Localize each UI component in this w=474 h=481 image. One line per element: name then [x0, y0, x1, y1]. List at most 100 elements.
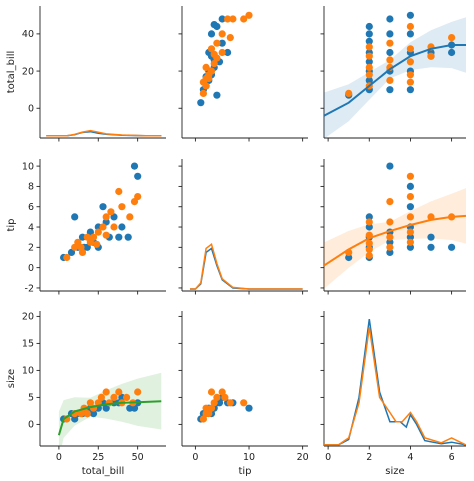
scatter-point-blue — [124, 233, 132, 241]
scatter-point-orange — [386, 39, 394, 47]
x-tick-label: 6 — [449, 452, 455, 463]
scatter-point-orange — [406, 193, 414, 201]
scatter-point-blue — [386, 48, 394, 57]
scatter-point-orange — [118, 203, 126, 211]
scatter-point-blue — [386, 15, 394, 23]
panel-size-vs-tip: 0 10 20 — [178, 311, 309, 463]
scatter-point-blue — [89, 410, 98, 418]
scatter-point-orange — [406, 238, 414, 246]
scatter-point-orange — [406, 22, 414, 31]
scatter-point-orange — [386, 218, 394, 226]
kde-line-orange — [324, 327, 466, 446]
y-tick-label: 2 — [28, 243, 34, 254]
scatter-point-blue — [365, 37, 373, 45]
y-tick-label: 40 — [22, 29, 34, 40]
scatter-point-orange — [386, 233, 394, 241]
scatter-point-blue — [218, 15, 226, 23]
scatter-point-orange — [406, 71, 414, 79]
scatter-point-blue — [365, 76, 373, 84]
scatter-point-orange — [365, 218, 373, 226]
scatter-point-orange — [110, 223, 118, 231]
scatter-point-orange — [406, 45, 414, 53]
scatter-point-orange — [102, 231, 110, 239]
y-tick-label: 20 — [22, 312, 34, 323]
scatter-point-blue — [406, 233, 414, 241]
scatter-point-blue — [406, 203, 414, 211]
scatter-point-orange — [89, 233, 98, 241]
scatter-point-blue — [115, 233, 123, 241]
scatter-point-orange — [202, 63, 210, 71]
scatter-point-blue — [365, 213, 373, 221]
x-tick-label: 0 — [56, 452, 62, 463]
scatter-point-blue — [345, 253, 353, 262]
scatter-point-blue — [365, 22, 373, 31]
scatter-point-blue — [118, 223, 126, 231]
scatter-point-orange — [126, 213, 134, 221]
regression-line-orange — [324, 214, 466, 267]
scatter-point-orange — [406, 78, 414, 86]
scatter-point-orange — [115, 187, 123, 196]
scatter-point-blue — [210, 21, 218, 29]
scatter-point-orange — [406, 228, 414, 236]
y-tick-label: 10 — [22, 161, 34, 172]
scatter-point-orange — [207, 45, 216, 53]
scatter-point-blue — [197, 99, 205, 107]
scatter-point-orange — [94, 228, 102, 236]
scatter-point-orange — [99, 223, 107, 231]
scatter-point-blue — [448, 48, 456, 57]
scatter-point-orange — [77, 243, 85, 251]
scatter-point-blue — [365, 30, 373, 38]
scatter-point-blue — [406, 182, 414, 190]
panel-size-vs-total_bill: 0 5 10 15 20 0 25 50 — [22, 311, 166, 463]
scatter-point-blue — [224, 48, 232, 57]
y-tick-label: 6 — [28, 202, 34, 213]
x-tick-label: 10 — [243, 452, 255, 463]
scatter-point-orange — [110, 393, 118, 401]
panel-tip-vs-total_bill: -2 0 2 4 6 8 10 — [22, 159, 166, 295]
scatter-point-orange — [199, 415, 207, 423]
panel-size-vs-size: 0 2 4 6 — [320, 311, 466, 463]
y-tick-label: -2 — [25, 283, 34, 294]
scatter-point-orange — [213, 39, 221, 47]
regression-line-blue — [324, 44, 466, 117]
marks-total_bill-vs-tip — [197, 11, 253, 107]
scatter-point-orange — [427, 52, 435, 60]
scatter-point-blue — [215, 399, 224, 407]
x-tick-label: 50 — [132, 452, 144, 463]
scatter-point-blue — [365, 58, 373, 66]
marks-total_bill-vs-size — [324, 11, 466, 138]
scatter-point-orange — [107, 208, 115, 216]
scatter-point-blue — [427, 233, 435, 241]
scatter-point-orange — [365, 239, 373, 247]
marks-tip-vs-size — [324, 162, 466, 289]
kde-line-orange — [46, 129, 162, 137]
scatter-point-orange — [365, 251, 373, 260]
x-tick-label: 0 — [192, 452, 198, 463]
scatter-point-orange — [386, 76, 394, 84]
scatter-point-blue — [71, 213, 79, 221]
panel-total_bill-vs-total_bill: 0 20 40 — [22, 6, 166, 142]
scatter-point-orange — [448, 34, 456, 42]
scatter-point-orange — [406, 172, 414, 180]
scatter-point-orange — [210, 399, 218, 407]
scatter-point-blue — [448, 243, 456, 251]
y-tick-label: 10 — [22, 366, 34, 377]
marks-size-vs-tip — [197, 388, 253, 423]
scatter-point-orange — [207, 388, 216, 396]
scatter-point-orange — [134, 193, 142, 201]
scatter-point-orange — [63, 253, 71, 262]
scatter-point-orange — [240, 15, 248, 23]
scatter-point-orange — [365, 245, 373, 253]
scatter-point-blue — [386, 238, 394, 246]
scatter-point-orange — [213, 393, 221, 401]
scatter-point-orange — [134, 388, 142, 396]
scatter-point-orange — [210, 60, 218, 68]
marks-size-vs-total_bill — [57, 372, 162, 446]
scatter-point-blue — [130, 162, 139, 170]
x-axis-label-size: size — [385, 466, 404, 477]
y-tick-label: 5 — [28, 393, 34, 404]
x-tick-label: 0 — [325, 452, 331, 463]
scatter-point-blue — [406, 243, 414, 251]
panel-tip-vs-tip — [178, 159, 308, 295]
scatter-point-blue — [427, 243, 435, 251]
